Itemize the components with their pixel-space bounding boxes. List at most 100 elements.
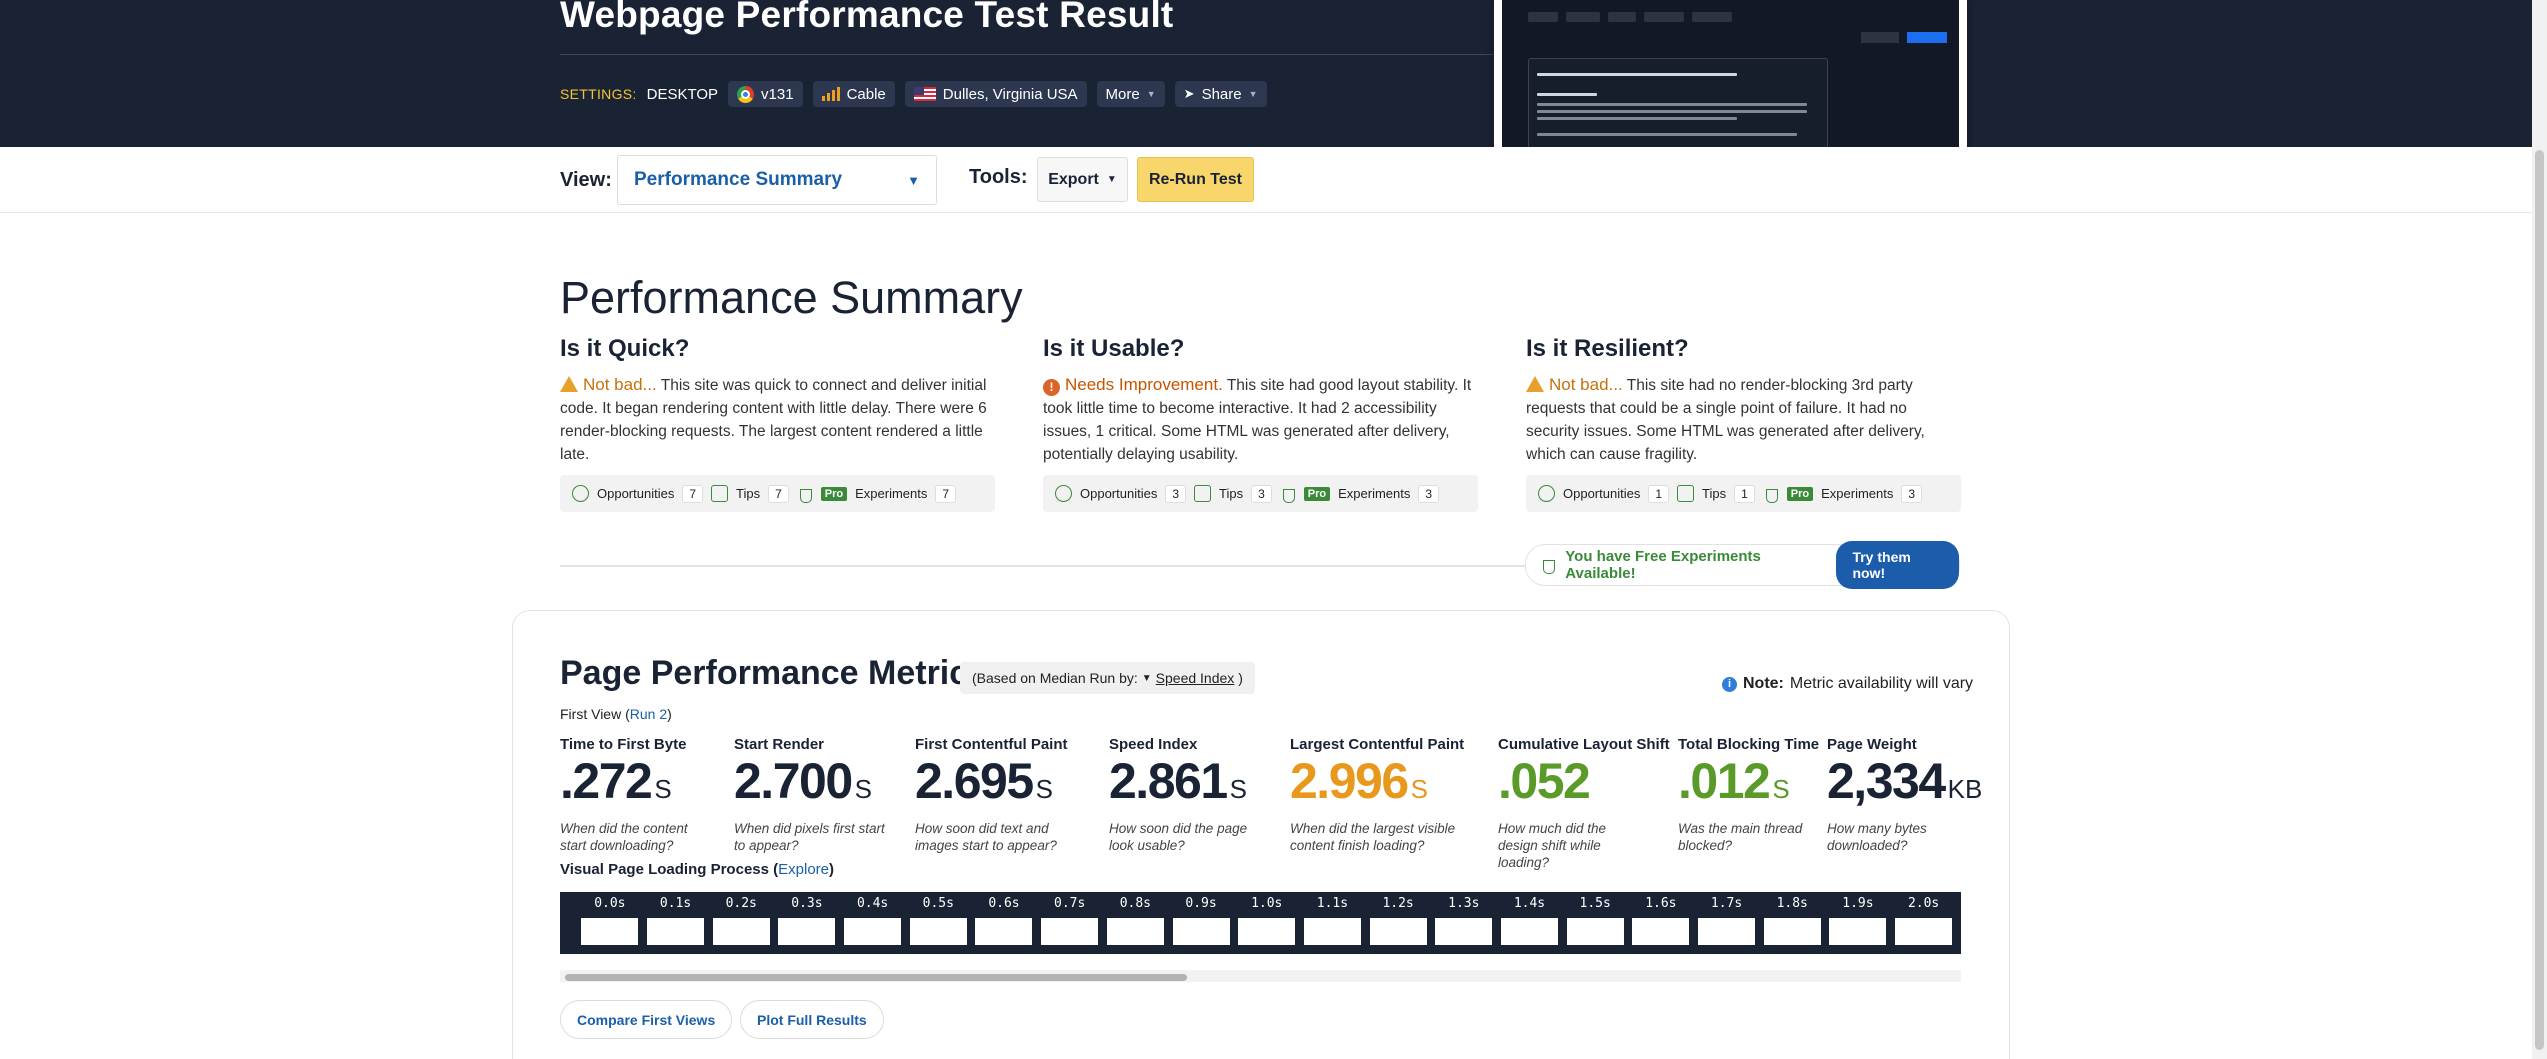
tips-link[interactable]: Tips [1702, 486, 1727, 501]
metric-value: 2,334 KB [1827, 753, 1982, 816]
filmstrip-frame[interactable]: 1.9s [1825, 892, 1891, 954]
resilient-text: Not bad... This site had no render-block… [1526, 373, 1961, 466]
experiments-link[interactable]: Experiments [1338, 486, 1411, 501]
metrics-card [512, 610, 2010, 1059]
filmstrip-frame[interactable]: 0.9s [1168, 892, 1234, 954]
metric-unit: S [1772, 774, 1790, 804]
share-label: Share [1201, 85, 1242, 103]
filmstrip-frame[interactable]: 0.8s [1103, 892, 1169, 954]
share-button[interactable]: ➤ Share ▼ [1174, 81, 1267, 107]
filmstrip-scrollbar-thumb[interactable] [565, 974, 1187, 981]
metric-number: .012 [1678, 753, 1771, 809]
frame-time: 2.0s [1907, 896, 1940, 911]
explore-link[interactable]: Explore [778, 861, 829, 878]
filmstrip-frame[interactable]: 2.1s [1956, 892, 1961, 954]
metric-number: 2,334 [1827, 753, 1946, 809]
frame-thumbnail [1106, 918, 1164, 945]
experiments-link[interactable]: Experiments [855, 486, 928, 501]
frame-thumbnail [1763, 918, 1821, 945]
more-button[interactable]: More ▼ [1096, 81, 1165, 107]
rerun-test-button[interactable]: Re-Run Test [1137, 157, 1254, 202]
view-select[interactable]: Performance Summary ▼ [617, 155, 937, 205]
export-button[interactable]: Export ▼ [1037, 157, 1128, 202]
filmstrip-frame[interactable]: 1.8s [1759, 892, 1825, 954]
experiments-count: 3 [1901, 484, 1923, 503]
filmstrip-frame[interactable]: 0.6s [971, 892, 1037, 954]
frame-thumbnail [581, 918, 639, 945]
filmstrip-frame[interactable]: 2.0s [1891, 892, 1957, 954]
metric-value: .272 S [560, 754, 700, 816]
frame-time: 0.7s [1054, 896, 1086, 911]
frame-thumbnail [1632, 918, 1690, 945]
tips-icon [1677, 485, 1695, 502]
filmstrip-frame[interactable]: 1.2s [1365, 892, 1431, 954]
tips-icon [711, 485, 729, 502]
metric-label: First Contentful Paint [915, 736, 1068, 753]
frame-time: 1.6s [1645, 896, 1677, 911]
filmstrip-frame[interactable]: 0.2s [708, 892, 774, 954]
plot-full-results-button[interactable]: Plot Full Results [740, 1000, 884, 1039]
filmstrip-frame[interactable]: 0.7s [1037, 892, 1103, 954]
frame-thumbnail [909, 918, 967, 945]
opportunities-link[interactable]: Opportunities [597, 486, 675, 501]
tips-link[interactable]: Tips [1219, 486, 1244, 501]
location-pill: Dulles, Virginia USA [904, 81, 1087, 107]
opportunities-count: 1 [1648, 484, 1670, 503]
pro-badge: Pro [1786, 486, 1814, 501]
frame-time: 0.4s [856, 896, 889, 911]
try-them-now-button[interactable]: Try them now! [1836, 541, 1959, 589]
toolbar: View: Performance Summary ▼ Tools: Expor… [0, 147, 2547, 213]
frame-thumbnail [778, 918, 836, 945]
filmstrip-frame[interactable]: 1.4s [1497, 892, 1563, 954]
experiments-count: 7 [935, 484, 957, 503]
opportunities-icon [1538, 485, 1555, 502]
filmstrip-frame[interactable]: 1.5s [1562, 892, 1628, 954]
filmstrip[interactable]: 0.0s 0.1s 0.2s 0.3s 0.4s 0.5s 0.6s 0.7s 0.8s 0.9s… [560, 892, 1961, 954]
metric-unit: KB [1947, 774, 1983, 804]
filmstrip-frame[interactable]: 1.7s [1694, 892, 1760, 954]
filmstrip-frame[interactable]: 0.5s [905, 892, 971, 954]
filmstrip-frame[interactable]: 1.3s [1431, 892, 1497, 954]
metric-lcp: Largest Contentful Paint 2.996 S When did… [1290, 736, 1465, 854]
metric-value: .052 [1498, 754, 1648, 816]
filmstrip-frame[interactable]: 0.0s [577, 892, 643, 954]
metric-value: 2.996 S [1290, 754, 1460, 816]
filmstrip-frame[interactable]: 1.6s [1628, 892, 1694, 954]
filmstrip-frame[interactable]: 0.1s [643, 892, 709, 954]
page-scrollbar-thumb[interactable] [2535, 150, 2544, 1050]
filmstrip-frame[interactable]: 1.0s [1234, 892, 1300, 954]
median-prefix: (Based on Median Run by: [972, 670, 1138, 686]
metric-description: How soon did text and images start to ap… [915, 821, 1057, 853]
metric-tbt: Total Blocking Time .012 S Was the main t… [1678, 736, 1819, 854]
filmstrip-frame[interactable]: 0.3s [774, 892, 840, 954]
experiments-link[interactable]: Experiments [1821, 486, 1894, 501]
frame-time: 1.7s [1710, 896, 1743, 911]
opportunities-count: 3 [1165, 484, 1187, 503]
usable-tipbar: Opportunities 3 Tips 3 Pro Experiments 3 [1043, 475, 1478, 512]
opportunities-link[interactable]: Opportunities [1563, 486, 1641, 501]
opportunities-link[interactable]: Opportunities [1080, 486, 1158, 501]
compare-first-views-button[interactable]: Compare First Views [560, 1000, 733, 1039]
median-metric-link[interactable]: Speed Index [1155, 670, 1235, 686]
metric-value: 2.861 S [1109, 754, 1249, 816]
metric-label: Time to First Byte [560, 736, 687, 753]
tools-label: Tools: [969, 166, 1028, 188]
run-link[interactable]: Run 2 [629, 706, 668, 722]
view-select-value: Performance Summary [634, 169, 843, 190]
metric-description: When did the content start downloading? [560, 821, 688, 853]
frame-thumbnail [712, 918, 770, 945]
filmstrip-frame[interactable]: 1.1s [1300, 892, 1366, 954]
median-run-selector[interactable]: (Based on Median Run by: ▼ Speed Index ) [960, 662, 1255, 694]
quick-title: Is it Quick? [560, 335, 690, 362]
metric-number: .272 [560, 753, 653, 809]
tips-link[interactable]: Tips [736, 486, 761, 501]
metric-label: Largest Contentful Paint [1290, 736, 1465, 753]
usable-column: Is it Usable? ! Needs Improvement. This s… [1043, 335, 1478, 466]
filmstrip-frame[interactable]: 0.4s [840, 892, 906, 954]
warning-icon [1526, 376, 1544, 392]
section-divider [560, 565, 1525, 567]
metric-number: 2.996 [1290, 753, 1409, 809]
metric-unit: S [854, 774, 872, 804]
free-experiments-text: You have Free Experiments Available! [1565, 548, 1761, 582]
frame-time: 0.3s [791, 896, 823, 911]
